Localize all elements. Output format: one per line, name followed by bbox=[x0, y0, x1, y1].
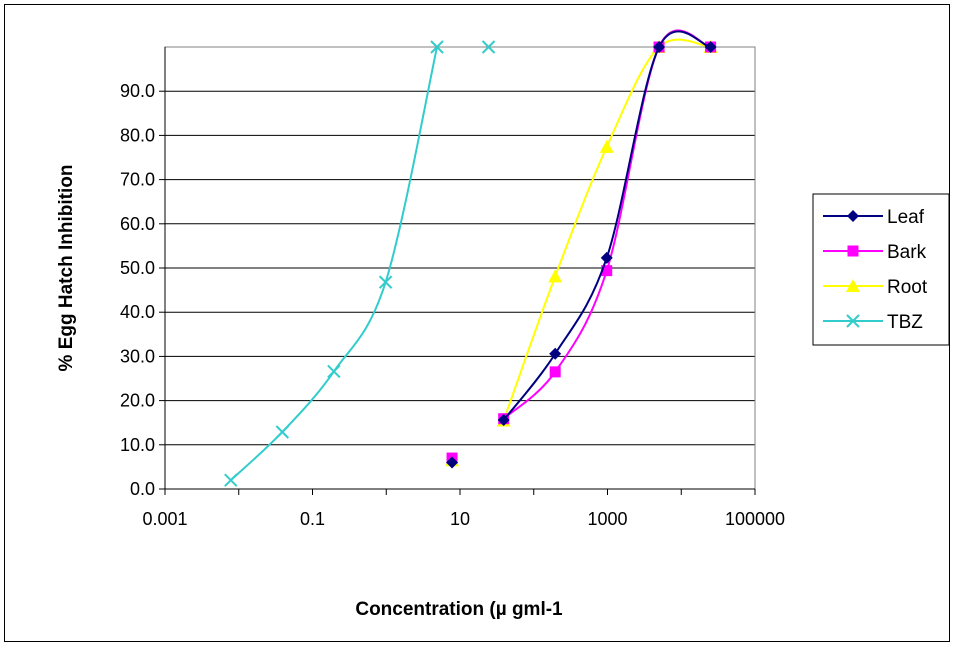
legend-item-bark: Bark bbox=[823, 242, 927, 263]
series-line-root bbox=[502, 38, 711, 421]
x-tick-label: 0.001 bbox=[142, 509, 187, 529]
y-tick-label: 30.0 bbox=[120, 346, 155, 366]
data-point-tbz bbox=[430, 40, 444, 54]
x-tick-label: 100000 bbox=[725, 509, 785, 529]
x-tick-label: 10 bbox=[450, 509, 470, 529]
data-point-leaf bbox=[549, 347, 562, 360]
legend-marker-tbz bbox=[846, 314, 860, 328]
legend-box bbox=[812, 193, 950, 346]
data-point-tbz bbox=[481, 40, 496, 54]
legend-items: Leaf Bark Root TBZ bbox=[823, 207, 928, 333]
data-point-tbz bbox=[378, 275, 393, 289]
data-point-leaf bbox=[600, 251, 613, 264]
data-point-leaf bbox=[497, 414, 510, 427]
y-tick-label: 50.0 bbox=[120, 258, 155, 278]
data-point-leaf bbox=[653, 41, 666, 53]
data-point-bark bbox=[601, 265, 613, 277]
y-tick-label: 10.0 bbox=[120, 435, 155, 455]
y-tick-label: 80.0 bbox=[120, 125, 155, 145]
series-bark bbox=[446, 29, 717, 464]
legend-label: Bark bbox=[887, 242, 927, 263]
chart-frame: 0.0 10.0 20.0 30.0 40.0 50.0 60.0 70.0 80.0 90.0 0… bbox=[4, 4, 950, 642]
data-point-leaf bbox=[446, 456, 459, 469]
data-point-tbz bbox=[224, 473, 238, 487]
legend-item-root: Root bbox=[823, 277, 928, 298]
legend-label: Root bbox=[887, 277, 928, 298]
series-line-bark bbox=[503, 29, 711, 420]
y-tick-label: 20.0 bbox=[120, 391, 155, 411]
chart-svg: 0.0 10.0 20.0 30.0 40.0 50.0 60.0 70.0 80.0 90.0 0… bbox=[56, 29, 950, 620]
grid-layer bbox=[165, 90, 755, 446]
series-root bbox=[445, 38, 718, 467]
y-axis-title: % Egg Hatch Inhibition bbox=[56, 165, 77, 372]
y-tick-label: 0.0 bbox=[130, 479, 155, 499]
y-tick-label: 90.0 bbox=[120, 81, 155, 101]
legend-marker-bark bbox=[847, 245, 859, 257]
x-tick-label: 0.1 bbox=[300, 509, 325, 529]
data-point-leaf bbox=[704, 41, 717, 53]
data-point-tbz bbox=[275, 425, 290, 439]
data-point-root bbox=[548, 269, 563, 283]
y-tick-label: 70.0 bbox=[120, 170, 155, 190]
legend-item-tbz: TBZ bbox=[823, 312, 923, 333]
series-leaf bbox=[446, 30, 717, 469]
legend-label: TBZ bbox=[887, 312, 923, 333]
legend-item-leaf: Leaf bbox=[823, 207, 925, 228]
data-point-tbz bbox=[327, 364, 341, 379]
x-axis-title: Concentration (µ gml-1 bbox=[355, 599, 563, 620]
x-tick-label: 1000 bbox=[587, 509, 627, 529]
data-point-root bbox=[599, 139, 614, 153]
series-line-tbz bbox=[230, 46, 438, 481]
legend-marker-leaf bbox=[847, 210, 859, 222]
legend-marker-root bbox=[846, 279, 860, 292]
axis-layer: 0.0 10.0 20.0 30.0 40.0 50.0 60.0 70.0 80.0 90.0 0… bbox=[120, 47, 785, 529]
y-tick-label: 60.0 bbox=[120, 214, 155, 234]
series-line-leaf bbox=[502, 30, 711, 421]
data-point-bark bbox=[549, 366, 561, 378]
series-tbz bbox=[224, 40, 496, 487]
legend-label: Leaf bbox=[887, 207, 925, 228]
y-tick-label: 40.0 bbox=[120, 302, 155, 322]
series-layer bbox=[224, 29, 718, 487]
legend: Leaf Bark Root TBZ bbox=[812, 193, 950, 346]
